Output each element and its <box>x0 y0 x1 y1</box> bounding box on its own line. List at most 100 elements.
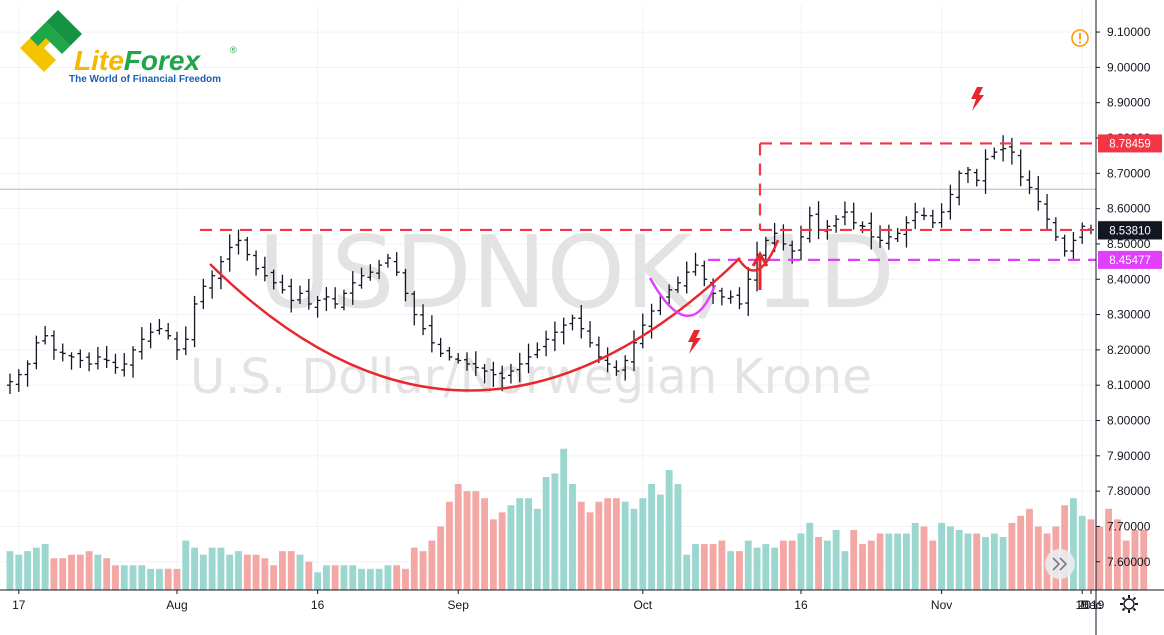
ohlc-bar <box>200 278 207 310</box>
ohlc-bar <box>736 287 743 310</box>
ohlc-bar <box>507 363 514 384</box>
volume-bar <box>1061 505 1069 590</box>
price-tag-last-price: 8.53810 <box>1098 221 1162 240</box>
volume-bar <box>1131 529 1139 590</box>
volume-bar <box>199 554 207 590</box>
ohlc-bar <box>499 365 506 392</box>
ohlc-bar <box>551 321 558 352</box>
volume-bar <box>823 540 831 590</box>
ohlc-bar <box>332 287 339 309</box>
ohlc-bar <box>938 203 945 228</box>
ohlc-bar <box>490 361 497 388</box>
ohlc-bar <box>929 209 936 229</box>
ohlc-bar <box>560 317 567 345</box>
logo-emblem-icon <box>20 10 82 72</box>
y-tick-label: 8.70000 <box>1107 166 1151 180</box>
x-tick-label: Aug <box>166 598 187 612</box>
ohlc-bar <box>464 352 471 371</box>
y-tick-label: 7.80000 <box>1107 484 1151 498</box>
y-tick-label: 8.50000 <box>1107 237 1151 251</box>
volume-bar <box>270 565 278 590</box>
volume-bar <box>366 568 374 590</box>
ohlc-bar <box>437 337 444 358</box>
ohlc-bar <box>411 291 418 326</box>
y-tick-label: 7.70000 <box>1107 519 1151 533</box>
volume-bar <box>771 547 779 590</box>
volume-bar <box>314 572 322 590</box>
logo-name-forex: Forex <box>124 45 202 76</box>
ohlc-bar <box>384 253 391 268</box>
volume-bar <box>542 477 550 590</box>
y-tick-label: 8.10000 <box>1107 378 1151 392</box>
volume-bar <box>630 508 638 590</box>
volume-bar <box>322 565 330 590</box>
ohlc-bar <box>1070 231 1077 260</box>
ohlc-bar <box>894 227 901 243</box>
ohlc-bar <box>340 289 347 311</box>
volume-bar <box>700 544 708 590</box>
ohlc-bar <box>903 216 910 248</box>
ohlc-bar <box>543 330 550 357</box>
ohlc-bar <box>446 347 453 361</box>
ohlc-bar <box>674 276 681 293</box>
volume-bar <box>112 565 119 590</box>
volume-bar <box>569 484 576 590</box>
x-tick-label: Nov <box>931 598 952 612</box>
ohlc-bar <box>1052 217 1059 241</box>
volume-bar <box>1113 519 1121 590</box>
volume-bar <box>586 512 594 590</box>
volume-bar <box>595 501 603 590</box>
ohlc-bar <box>1061 234 1068 257</box>
ohlc-bar <box>165 323 172 340</box>
ohlc-bar <box>305 278 312 310</box>
ohlc-bar <box>973 168 980 187</box>
ohlc-bar <box>112 353 119 374</box>
settings-gear-icon[interactable] <box>1120 595 1138 613</box>
cup-curve <box>209 257 741 392</box>
volume-bar <box>938 522 946 590</box>
volume-bar <box>182 540 190 590</box>
ohlc-bar <box>376 259 383 280</box>
volume-bar <box>428 540 436 590</box>
ohlc-bar <box>1000 135 1007 162</box>
volume-bar <box>903 533 910 590</box>
volume-bar <box>296 554 304 590</box>
volume-bar <box>779 540 787 590</box>
volume-bar <box>24 551 32 590</box>
volume-bar <box>736 551 743 590</box>
lightning-icon <box>688 330 701 354</box>
x-tick-label: 16 <box>1076 598 1090 612</box>
ohlc-bar <box>323 287 330 312</box>
ohlc-bar <box>991 147 998 160</box>
volume-bar <box>375 568 383 590</box>
price-tag-support: 8.45477 <box>1098 250 1162 269</box>
volume-bar <box>718 540 726 590</box>
volume-bar <box>94 554 102 590</box>
scroll-to-realtime-button[interactable] <box>1045 549 1075 579</box>
watermark-description: U.S. Dollar/Norwegian Krone <box>190 349 872 405</box>
ohlc-bar <box>481 363 488 384</box>
volume-bar <box>560 448 568 590</box>
volume-bar <box>709 544 717 590</box>
volume-bar <box>349 565 357 590</box>
ohlc-bar <box>956 170 963 206</box>
volume-bar <box>252 554 260 590</box>
ohlc-bar <box>270 269 277 290</box>
ohlc-bar <box>50 330 57 360</box>
volume-bar <box>1087 519 1095 590</box>
warning-icon[interactable] <box>1071 29 1089 47</box>
volume-bar <box>1105 508 1113 590</box>
price-tag-label: 8.53810 <box>1109 225 1151 237</box>
volume-bar <box>410 547 418 590</box>
volume-bar <box>867 540 875 590</box>
volume-bar <box>41 544 49 590</box>
ohlc-bar <box>428 315 435 353</box>
volume-bar <box>1026 508 1033 590</box>
x-tick-label: 2019 <box>1078 598 1105 612</box>
ohlc-bar <box>604 347 611 373</box>
volume-bar <box>815 537 822 590</box>
volume-bar <box>68 554 75 590</box>
volume-bar <box>894 533 902 590</box>
